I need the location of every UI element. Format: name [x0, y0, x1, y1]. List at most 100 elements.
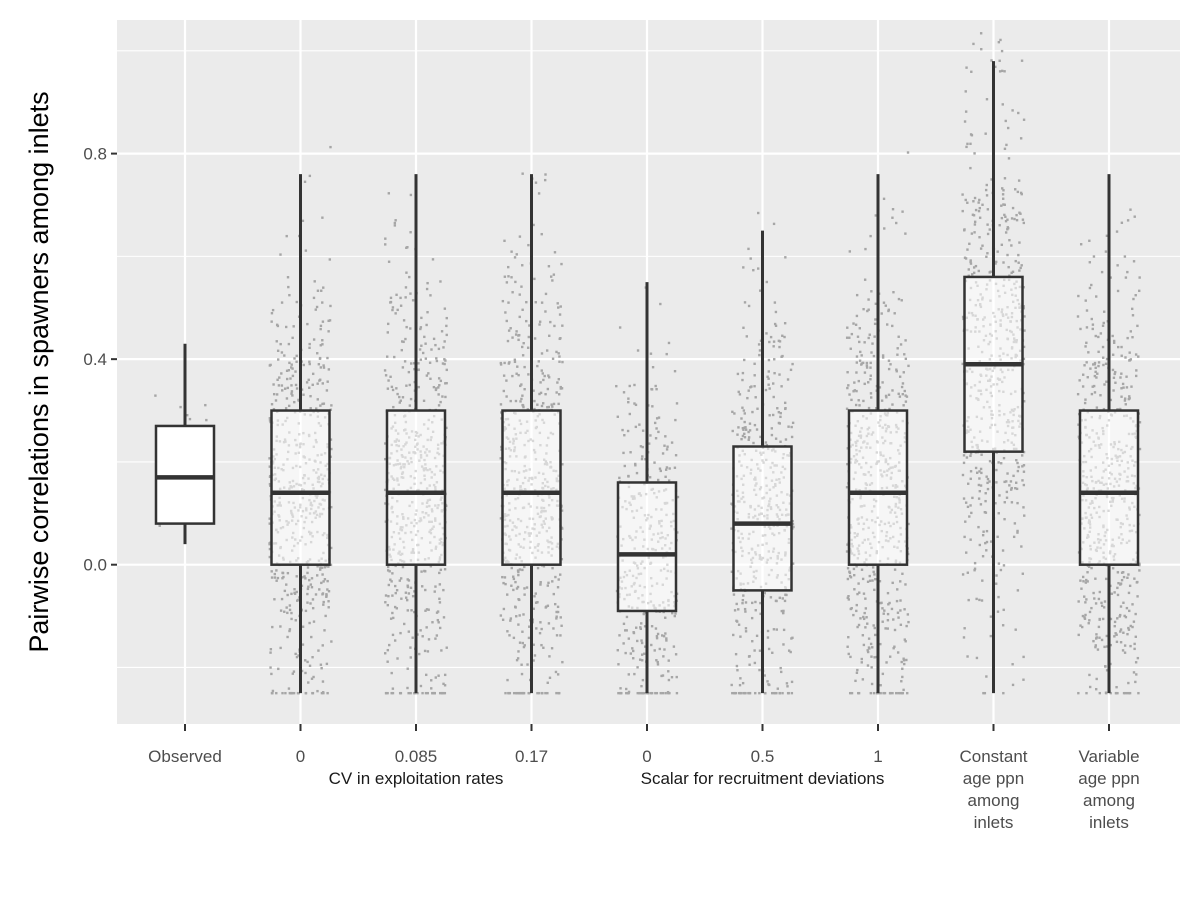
jitter-point — [384, 442, 387, 445]
jitter-point — [408, 404, 412, 407]
jitter-point — [742, 691, 745, 695]
jitter-point — [322, 366, 326, 369]
jitter-point — [634, 464, 637, 467]
jitter-point — [561, 360, 564, 364]
jitter-point — [561, 660, 564, 664]
jitter-point — [511, 336, 514, 339]
jitter-point — [512, 636, 516, 640]
jitter-point — [659, 469, 662, 473]
jitter-point — [417, 362, 420, 365]
jitter-point — [551, 405, 554, 408]
jitter-point — [386, 660, 389, 663]
jitter-point — [852, 322, 855, 325]
jitter-point — [302, 363, 305, 367]
jitter-point — [1094, 602, 1098, 605]
jitter-point — [1097, 364, 1100, 368]
jitter-point — [304, 671, 307, 675]
jitter-point — [855, 609, 858, 613]
jitter-point — [444, 382, 447, 385]
jitter-point — [1109, 691, 1112, 695]
jitter-point — [784, 438, 788, 441]
jitter-point — [618, 326, 622, 329]
jitter-point — [321, 301, 324, 304]
jitter-point — [1133, 215, 1136, 218]
jitter-point — [733, 412, 736, 415]
jitter-point — [978, 543, 982, 547]
x-group-label: CV in exploitation rates — [329, 769, 504, 788]
jitter-point — [1125, 386, 1129, 389]
jitter-point — [421, 635, 424, 638]
jitter-point — [986, 208, 990, 211]
jitter-point — [628, 412, 632, 416]
jitter-point — [969, 142, 972, 146]
jitter-point — [902, 688, 905, 692]
jitter-point — [845, 407, 849, 410]
jitter-point — [1117, 345, 1120, 349]
jitter-point — [286, 571, 290, 575]
jitter-point — [290, 390, 294, 393]
jitter-point — [1112, 389, 1115, 392]
jitter-point — [320, 667, 323, 670]
jitter-point — [623, 464, 626, 468]
jitter-point — [906, 613, 910, 616]
jitter-point — [509, 399, 512, 403]
jitter-point — [997, 40, 1001, 44]
jitter-point — [384, 457, 387, 461]
jitter-point — [534, 592, 537, 595]
jitter-point — [891, 207, 895, 211]
jitter-point — [990, 178, 993, 181]
jitter-point — [556, 586, 560, 589]
jitter-point — [507, 691, 510, 695]
box-iqr — [616, 481, 678, 613]
jitter-point — [979, 32, 983, 35]
jitter-point — [885, 396, 888, 399]
jitter-point — [409, 397, 413, 401]
jitter-point — [516, 585, 520, 589]
jitter-point — [618, 476, 621, 480]
jitter-point — [544, 393, 547, 396]
jitter-point — [293, 400, 296, 404]
jitter-point — [383, 369, 387, 372]
jitter-point — [1111, 334, 1114, 338]
jitter-point — [502, 581, 505, 585]
jitter-point — [408, 383, 411, 387]
jitter-point — [1017, 111, 1020, 115]
jitter-point — [384, 374, 388, 377]
jitter-point — [1123, 399, 1127, 402]
jitter-point — [891, 324, 894, 328]
jitter-point — [1015, 481, 1018, 484]
jitter-point — [445, 324, 448, 328]
jitter-point — [1112, 376, 1116, 379]
jitter-point — [386, 603, 390, 607]
jitter-point — [387, 583, 391, 587]
jitter-point — [845, 486, 849, 489]
jitter-point — [978, 489, 981, 493]
jitter-point — [297, 654, 300, 657]
jitter-point — [1017, 261, 1020, 264]
jitter-point — [443, 684, 447, 687]
jitter-point — [544, 173, 547, 176]
jitter-point — [1110, 592, 1114, 595]
jitter-point — [763, 674, 766, 677]
jitter-point — [270, 576, 274, 579]
jitter-point — [1099, 394, 1102, 397]
jitter-point — [517, 623, 520, 626]
jitter-point — [887, 359, 891, 362]
jitter-point — [1123, 397, 1127, 400]
jitter-point — [388, 570, 391, 573]
jitter-point — [306, 322, 309, 326]
jitter-point — [1105, 645, 1109, 648]
jitter-point — [1081, 625, 1084, 629]
jitter-point — [985, 183, 988, 187]
jitter-point — [656, 632, 660, 636]
jitter-point — [499, 614, 503, 617]
jitter-point — [523, 365, 526, 369]
jitter-point — [320, 289, 323, 292]
jitter-point — [904, 400, 908, 403]
jitter-point — [296, 691, 300, 695]
jitter-point — [418, 348, 422, 351]
jitter-point — [983, 510, 987, 514]
jitter-point — [1019, 191, 1023, 195]
jitter-point — [999, 38, 1002, 42]
jitter-point — [431, 258, 435, 261]
